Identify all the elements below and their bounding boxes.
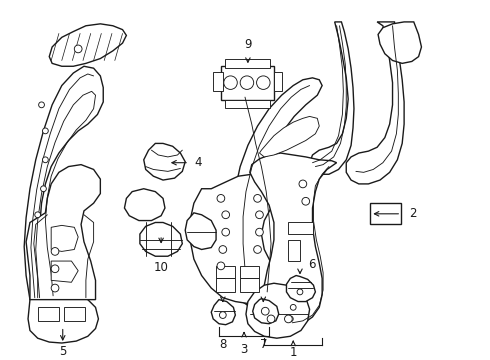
Polygon shape: [124, 189, 165, 221]
Circle shape: [41, 186, 47, 192]
Bar: [213, 72, 223, 91]
Polygon shape: [51, 261, 78, 282]
Circle shape: [51, 284, 59, 292]
Circle shape: [222, 211, 230, 219]
Bar: [289, 222, 313, 234]
Circle shape: [261, 307, 269, 315]
Circle shape: [51, 248, 59, 255]
Polygon shape: [49, 24, 126, 66]
Bar: [274, 72, 282, 91]
Circle shape: [219, 246, 227, 253]
Circle shape: [285, 315, 292, 323]
Circle shape: [267, 315, 275, 323]
Polygon shape: [24, 66, 103, 300]
Circle shape: [220, 312, 226, 319]
Polygon shape: [185, 213, 216, 249]
Circle shape: [256, 228, 263, 236]
Circle shape: [254, 194, 261, 202]
Circle shape: [254, 246, 261, 253]
Bar: [221, 66, 274, 100]
Polygon shape: [144, 143, 185, 180]
Circle shape: [43, 128, 49, 134]
Circle shape: [290, 305, 296, 310]
Circle shape: [288, 316, 293, 322]
Text: 4: 4: [195, 156, 202, 169]
Polygon shape: [51, 225, 78, 251]
Circle shape: [256, 211, 263, 219]
Circle shape: [35, 212, 41, 218]
Circle shape: [51, 265, 59, 273]
Circle shape: [302, 197, 310, 205]
Text: 7: 7: [260, 338, 267, 351]
Text: 10: 10: [154, 261, 169, 274]
Bar: [370, 203, 401, 224]
Circle shape: [74, 45, 82, 53]
Text: 3: 3: [241, 343, 248, 356]
Circle shape: [217, 194, 225, 202]
Circle shape: [299, 180, 307, 188]
Circle shape: [39, 102, 45, 108]
Bar: [38, 307, 59, 321]
Text: 2: 2: [409, 207, 416, 220]
Text: 1: 1: [290, 346, 297, 359]
Circle shape: [224, 76, 237, 89]
Text: 6: 6: [308, 258, 315, 271]
Bar: [225, 100, 270, 108]
Bar: [216, 266, 235, 278]
Polygon shape: [260, 116, 319, 157]
Circle shape: [222, 228, 230, 236]
Circle shape: [257, 76, 270, 89]
Polygon shape: [246, 283, 310, 338]
Text: 5: 5: [59, 345, 67, 358]
Polygon shape: [28, 292, 98, 343]
Bar: [240, 278, 260, 292]
Polygon shape: [378, 22, 421, 63]
Circle shape: [297, 289, 303, 295]
Polygon shape: [140, 222, 182, 256]
Text: 9: 9: [244, 38, 252, 51]
Polygon shape: [287, 275, 316, 302]
Polygon shape: [346, 22, 404, 184]
Bar: [216, 278, 235, 292]
Bar: [240, 266, 260, 278]
Circle shape: [217, 262, 225, 270]
Circle shape: [43, 157, 49, 163]
Polygon shape: [190, 174, 277, 303]
Text: 8: 8: [219, 338, 226, 351]
Bar: [289, 240, 300, 261]
Polygon shape: [26, 165, 100, 300]
Polygon shape: [310, 22, 354, 174]
Bar: [64, 307, 85, 321]
Circle shape: [240, 76, 254, 89]
Polygon shape: [211, 300, 235, 325]
Bar: [225, 59, 270, 68]
Polygon shape: [232, 78, 322, 307]
Polygon shape: [253, 299, 279, 324]
Polygon shape: [250, 153, 337, 327]
